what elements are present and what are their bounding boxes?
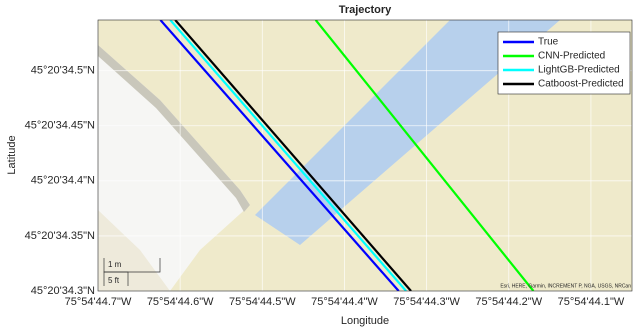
legend-label: Catboost-Predicted — [538, 79, 624, 90]
x-tick-label: 75°54'44.5"W — [229, 296, 296, 308]
x-tick-label: 75°54'44.2"W — [475, 296, 542, 308]
x-tick-label: 75°54'44.6"W — [147, 296, 214, 308]
y-tick-label: 45°20'34.4"N — [31, 175, 95, 187]
chart: Trajectory Longitude Latitude 1 m 5 ft E… — [0, 0, 636, 331]
chart-title: Trajectory — [339, 4, 392, 16]
x-axis-label: Longitude — [341, 315, 389, 327]
legend-label: True — [538, 37, 559, 48]
x-tick-label: 75°54'44.4"W — [311, 296, 378, 308]
x-tick-label: 75°54'44.7"W — [65, 296, 132, 308]
y-tick-label: 45°20'34.5"N — [31, 65, 95, 77]
scale-bar-label: 5 ft — [108, 276, 120, 285]
legend: True CNN-Predicted LightGB-Predicted Catboo… — [498, 32, 630, 94]
x-tick-label: 75°54'44.3"W — [393, 296, 460, 308]
y-tick-label: 45°20'34.45"N — [25, 120, 95, 132]
legend-label: CNN-Predicted — [538, 51, 605, 62]
legend-label: LightGB-Predicted — [538, 65, 620, 76]
y-axis-label: Latitude — [6, 135, 18, 174]
y-tick-label: 45°20'34.3"N — [31, 285, 95, 297]
page: {"chart_data": {"type": "line", "title":… — [0, 0, 636, 331]
scale-bar-label: 1 m — [108, 260, 122, 269]
x-tick-label: 75°54'44.1"W — [558, 296, 625, 308]
attribution: Esri, HERE, Garmin, INCREMENT P, NGA, US… — [500, 283, 631, 289]
y-tick-label: 45°20'34.35"N — [25, 230, 95, 242]
